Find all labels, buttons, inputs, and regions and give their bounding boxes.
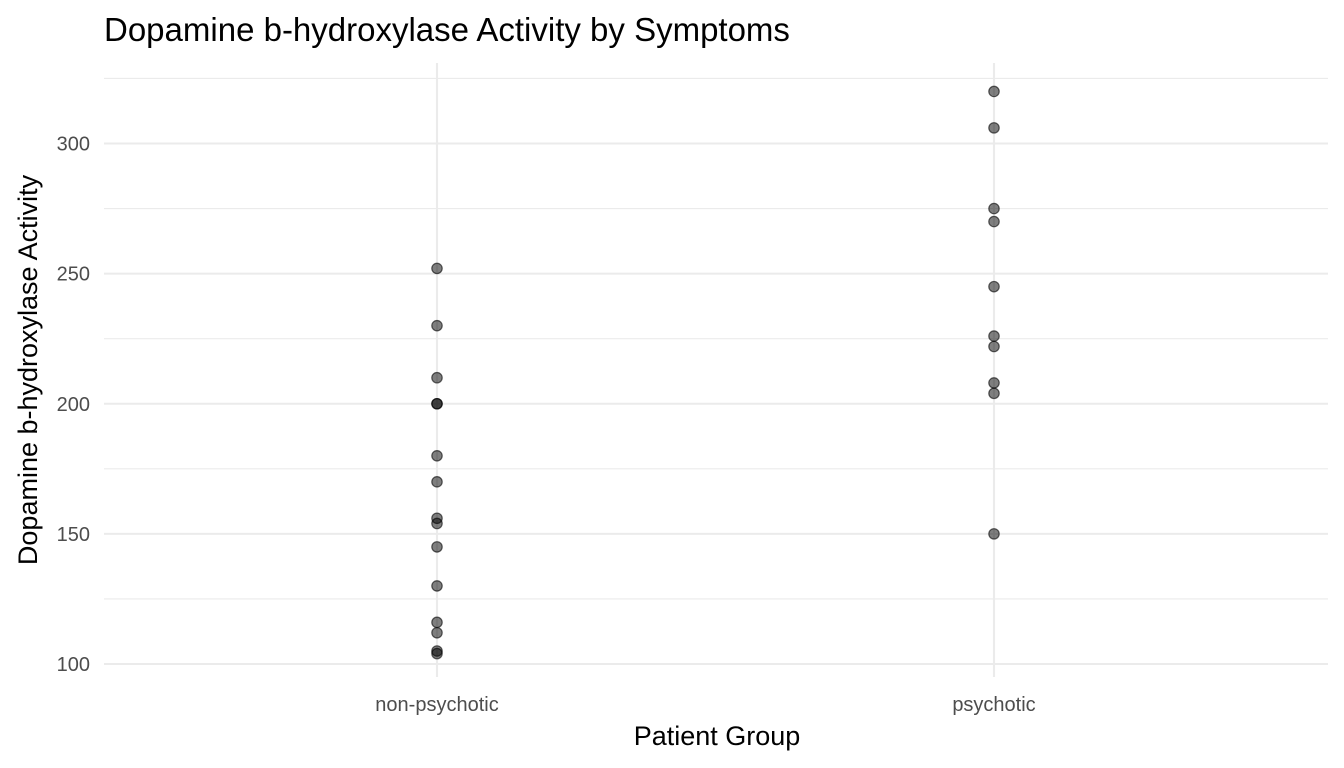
data-point (431, 645, 443, 657)
data-point (988, 377, 1000, 389)
y-tick-label: 250 (57, 264, 90, 286)
x-tick-label: non-psychotic (375, 694, 498, 716)
data-point (431, 512, 443, 525)
x-axis-title: Patient Group (634, 721, 801, 751)
data-point (431, 262, 443, 275)
y-tick-label: 100 (57, 654, 90, 676)
data-point (988, 280, 1000, 293)
data-point (988, 528, 1000, 540)
data-point (431, 319, 443, 332)
data-point (431, 449, 443, 462)
data-points (431, 85, 1000, 660)
y-axis-title: Dopamine b-hydroxylase Activity (13, 174, 43, 565)
data-point (431, 476, 443, 488)
y-tick-label: 150 (57, 524, 90, 546)
data-point (431, 541, 443, 553)
y-tick-label: 200 (57, 394, 90, 416)
data-point (988, 202, 1000, 215)
data-point (988, 85, 1000, 98)
y-tick-label: 300 (57, 134, 90, 156)
data-point (988, 340, 1000, 353)
y-tick-labels: 100 150 200 250 300 (57, 134, 90, 677)
data-point (988, 330, 1000, 342)
x-tick-labels: non-psychotic psychotic (375, 694, 1035, 716)
data-point (431, 397, 443, 410)
data-point (431, 616, 443, 629)
chart-title: Dopamine b-hydroxylase Activity by Sympt… (104, 11, 790, 48)
data-point (431, 580, 443, 592)
data-point (988, 122, 1000, 134)
data-point (988, 215, 1000, 228)
x-tick-label: psychotic (952, 694, 1035, 716)
data-point (431, 371, 443, 384)
data-point (431, 626, 443, 639)
grid-lines (104, 63, 1328, 677)
data-point (988, 387, 1000, 400)
